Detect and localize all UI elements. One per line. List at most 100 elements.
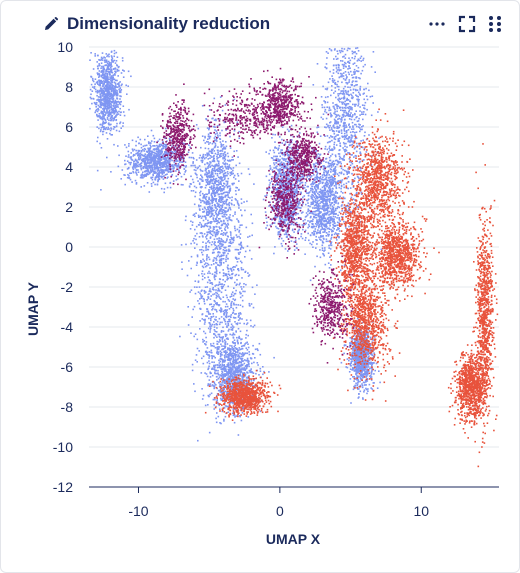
scatter-point [246,329,248,332]
expand-icon[interactable] [457,14,477,34]
scatter-point [232,373,235,375]
scatter-point [219,189,221,191]
scatter-point [210,156,213,158]
scatter-point [179,172,181,175]
scatter-point [219,321,222,324]
scatter-point [205,209,208,211]
scatter-point [213,189,216,191]
scatter-point [209,325,211,328]
scatter-point [229,380,231,382]
scatter-point [208,136,211,138]
scatter-point [336,50,339,52]
scatter-point [219,210,222,212]
scatter-point [362,57,365,60]
scatter-point [230,369,233,371]
scatter-point [106,87,109,89]
scatter-point [220,171,222,174]
scatter-point [201,246,204,248]
scatter-point [354,154,357,157]
scatter-point [211,374,214,377]
scatter-point [152,168,154,171]
scatter-point [128,145,130,147]
scatter-point [354,80,357,83]
scatter-point [358,59,361,62]
scatter-point [213,383,216,385]
scatter-point [215,309,218,311]
scatter-point [99,87,102,89]
scatter-point [197,439,199,442]
scatter-point [224,191,226,194]
scatter-point [116,56,119,58]
scatter-point [235,415,238,417]
scatter-point [238,312,240,315]
scatter-point [103,56,105,58]
scatter-point [212,308,214,310]
scatter-point [252,372,255,374]
scatter-point [335,55,337,58]
scatter-point [190,242,192,245]
scatter-point [312,84,315,86]
pencil-icon[interactable] [43,16,59,32]
scatter-point [346,134,348,136]
scatter-point [220,212,222,215]
drag-grip-icon[interactable] [485,14,505,34]
scatter-point [190,255,193,258]
scatter-point [240,247,242,250]
scatter-point [229,167,232,169]
scatter-point [176,166,178,168]
scatter-point [217,287,220,290]
scatter-point [129,178,132,181]
scatter-point [207,158,210,160]
scatter-point [160,162,162,165]
scatter-point [124,144,126,146]
scatter-point [218,255,221,258]
scatter-point [316,63,319,65]
scatter-point [198,198,201,200]
scatter-point [153,149,156,151]
scatter-point [216,336,218,338]
scatter-point [102,77,105,80]
scatter-point [103,100,105,102]
scatter-point [201,179,204,181]
scatter-point [229,231,232,233]
scatter-point [222,377,225,380]
scatter-point [357,103,360,105]
scatter-point [354,88,357,91]
scatter-point [344,136,347,139]
scatter-point [170,171,172,173]
scatter-point [234,347,237,349]
scatter-point [242,386,244,389]
scatter-point [202,266,205,269]
scatter-point [230,378,233,380]
scatter-point [209,329,212,331]
scatter-point [197,291,200,293]
scatter-point [231,199,233,202]
scatter-point [101,70,103,72]
scatter-point [228,375,231,378]
scatter-point [99,130,102,133]
scatter-point [246,376,249,378]
scatter-point [227,258,229,260]
scatter-point [162,144,164,147]
scatter-point [110,111,113,113]
scatter-point [343,129,345,131]
scatter-point [205,244,207,247]
scatter-point [227,185,230,188]
scatter-point [206,214,208,216]
scatter-point [200,146,202,149]
scatter-point [103,98,105,100]
scatter-point [192,190,195,192]
scatter-point [152,173,154,176]
scatter-point [247,346,250,349]
more-icon[interactable] [427,14,447,34]
scatter-point [173,167,175,169]
scatter-point [241,305,244,308]
scatter-point [194,166,197,169]
scatter-point [165,164,168,166]
scatter-point [239,409,242,412]
scatter-point [103,117,105,119]
scatter-point [215,319,217,321]
scatter-point [190,289,193,291]
scatter-point [355,131,358,133]
scatter-point [217,218,220,220]
